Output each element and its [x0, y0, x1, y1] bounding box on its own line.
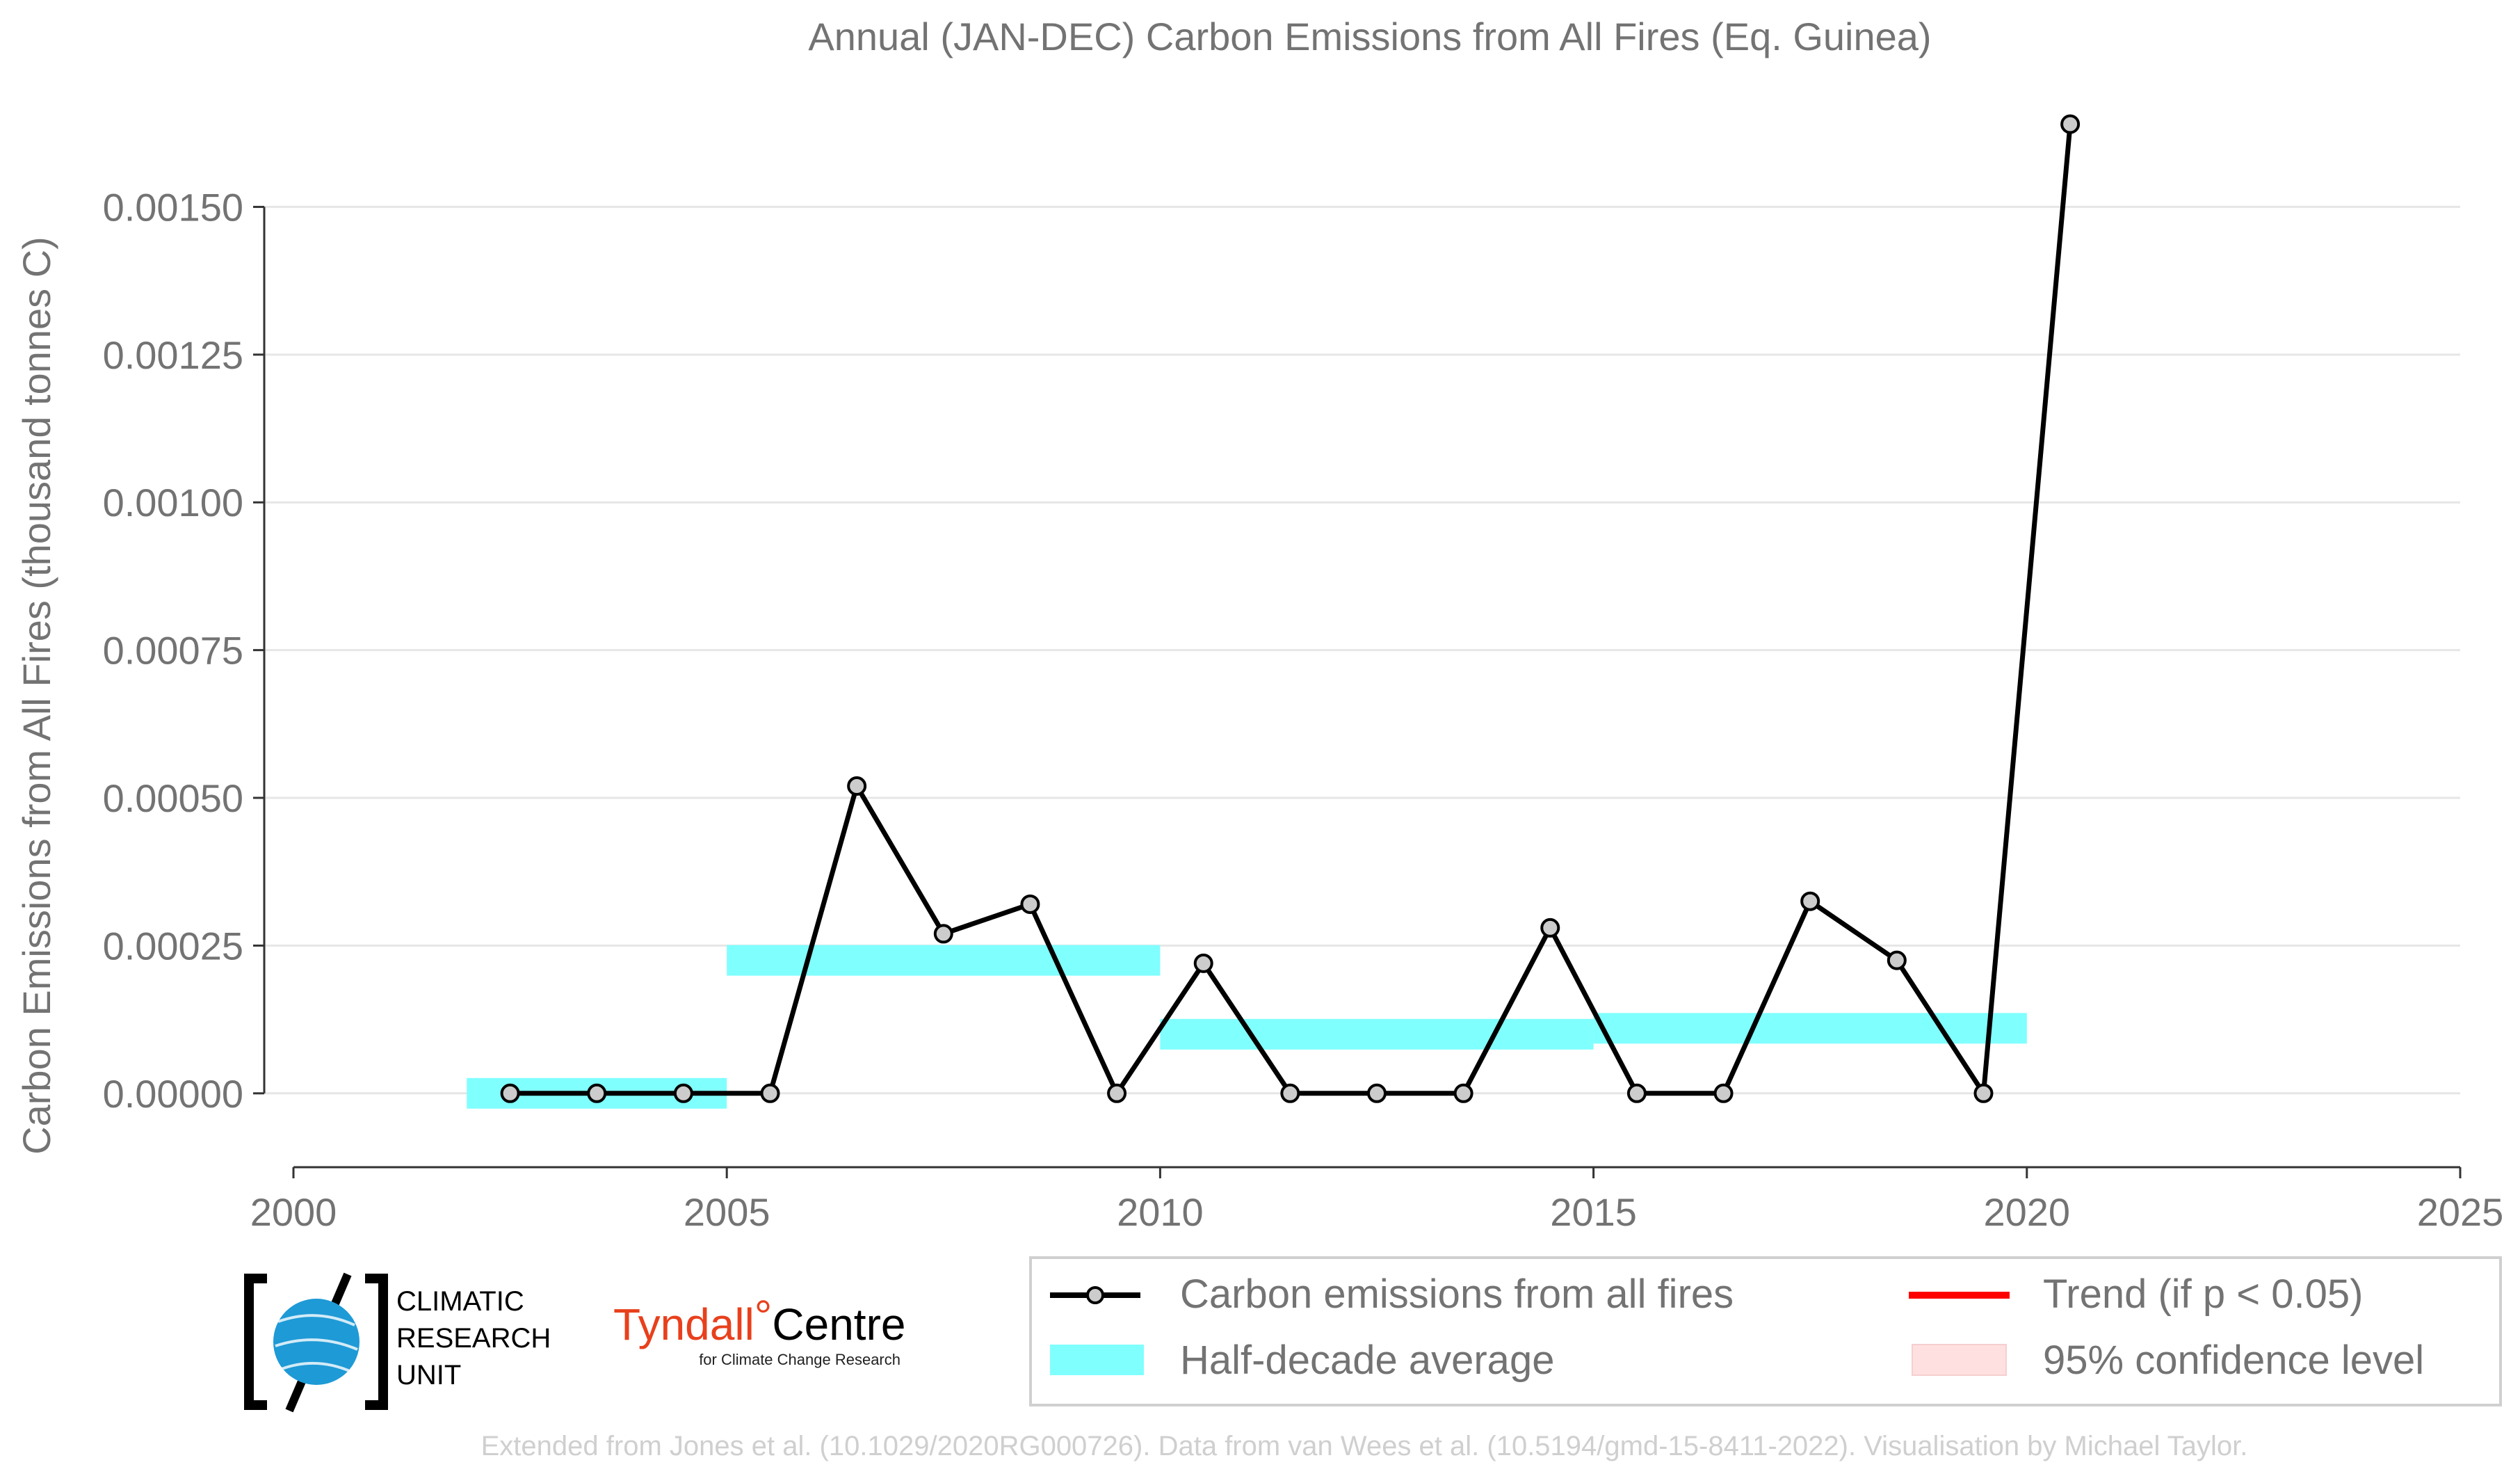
legend-swatch-confidence: [1912, 1344, 2007, 1376]
half-decade-average-bars: [467, 945, 2027, 1109]
x-tick-label: 2000: [250, 1190, 337, 1234]
tyndall-degree: °: [754, 1291, 773, 1341]
cru-logo: CLIMATIC RESEARCH UNIT: [244, 1272, 551, 1413]
x-tick-label: 2010: [1117, 1190, 1204, 1234]
footer-credit: Extended from Jones et al. (10.1029/2020…: [481, 1431, 2248, 1461]
half-decade-average-bar: [727, 945, 1161, 976]
x-tick-label: 2005: [684, 1190, 770, 1234]
cru-bracket-right: [365, 1274, 388, 1410]
y-tick-label: 0.00100: [103, 481, 243, 524]
data-point: [1800, 891, 1820, 911]
data-point: [1713, 1083, 1734, 1103]
chart-title: Annual (JAN-DEC) Carbon Emissions from A…: [808, 15, 1931, 58]
half-decade-average-bar: [1160, 1018, 1594, 1050]
data-point: [1107, 1083, 1127, 1103]
data-point: [1020, 894, 1040, 914]
tyndall-name-left: Tyndall: [613, 1299, 754, 1349]
y-tick-label: 0.00075: [103, 629, 243, 673]
y-tick-label: 0.00000: [103, 1072, 243, 1116]
x-tick-label: 2015: [1550, 1190, 1637, 1234]
cru-bracket-left: [244, 1274, 267, 1410]
legend-frame: [1029, 1256, 2502, 1406]
data-point: [1367, 1083, 1387, 1103]
legend-swatch-marker: [1086, 1286, 1104, 1304]
y-tick-label: 0.00150: [103, 185, 243, 229]
legend-swatch-average: [1050, 1345, 1144, 1375]
y-tick-label: 0.00125: [103, 333, 243, 377]
series-carbon-emissions: [500, 114, 2081, 1103]
tyndall-wordmark: Tyndall°Centre: [613, 1291, 905, 1349]
tyndall-name-right: Centre: [772, 1299, 905, 1349]
tyndall-tagline: for Climate Change Research: [699, 1351, 900, 1368]
data-point: [500, 1083, 520, 1103]
grid: [264, 205, 2460, 1095]
cru-line-2: RESEARCH: [396, 1323, 551, 1354]
y-tick-label: 0.00050: [103, 776, 243, 820]
legend-label-confidence: 95% confidence level: [2043, 1338, 2424, 1383]
cru-globe-lines: [275, 1314, 358, 1373]
data-point: [1626, 1083, 1647, 1103]
data-point: [1973, 1083, 1994, 1103]
data-point: [760, 1083, 780, 1103]
legend-label-trend: Trend (if p < 0.05): [2043, 1272, 2363, 1317]
data-point: [1280, 1083, 1300, 1103]
data-point: [1193, 953, 1213, 973]
legend-label-emissions: Carbon emissions from all fires: [1180, 1272, 1734, 1317]
y-tick-label: 0.00025: [103, 924, 243, 968]
tyndall-logo: Tyndall°Centre for Climate Change Resear…: [613, 1291, 905, 1368]
data-point: [847, 776, 867, 796]
data-point: [587, 1083, 607, 1103]
data-point: [1887, 950, 1907, 970]
cru-line-3: UNIT: [396, 1360, 461, 1390]
x-tick-label: 2020: [1984, 1190, 2071, 1234]
half-decade-average-bar: [1593, 1013, 2027, 1044]
data-point: [1540, 917, 1560, 938]
axes: 0.00000 0.00025 0.00050 0.00075 0.00100 0.001…: [103, 185, 2504, 1234]
data-point: [2060, 114, 2081, 134]
x-tick-label: 2025: [2417, 1190, 2504, 1234]
data-point: [933, 924, 953, 944]
cru-line-1: CLIMATIC: [396, 1286, 524, 1317]
legend-label-average: Half-decade average: [1180, 1338, 1554, 1383]
legend: Carbon emissions from all fires Trend (i…: [1029, 1256, 2502, 1406]
y-axis-label: Carbon Emissions from All Fires (thousan…: [15, 237, 58, 1155]
data-point: [1453, 1083, 1473, 1103]
data-point: [673, 1083, 693, 1103]
